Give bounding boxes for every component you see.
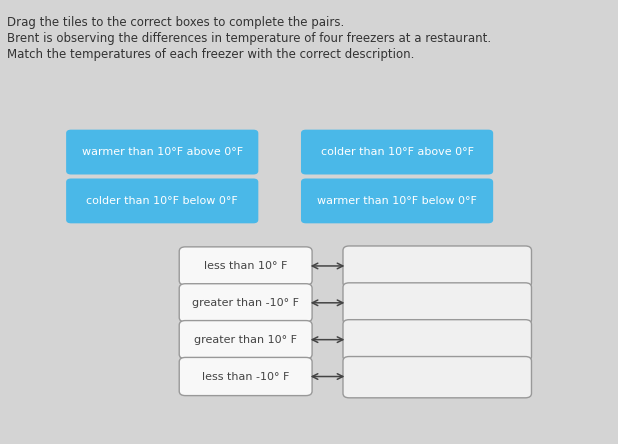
FancyBboxPatch shape	[343, 357, 531, 398]
FancyBboxPatch shape	[179, 247, 312, 285]
FancyBboxPatch shape	[179, 357, 312, 396]
FancyBboxPatch shape	[179, 321, 312, 359]
Text: less than -10° F: less than -10° F	[202, 372, 289, 381]
FancyBboxPatch shape	[343, 320, 531, 361]
Text: Drag the tiles to the correct boxes to complete the pairs.: Drag the tiles to the correct boxes to c…	[7, 16, 345, 29]
Text: Match the temperatures of each freezer with the correct description.: Match the temperatures of each freezer w…	[7, 48, 415, 61]
FancyBboxPatch shape	[343, 246, 531, 287]
FancyBboxPatch shape	[301, 178, 493, 223]
FancyBboxPatch shape	[66, 178, 258, 223]
Text: colder than 10°F above 0°F: colder than 10°F above 0°F	[321, 147, 473, 157]
Text: colder than 10°F below 0°F: colder than 10°F below 0°F	[87, 196, 238, 206]
Text: greater than 10° F: greater than 10° F	[194, 335, 297, 345]
FancyBboxPatch shape	[66, 130, 258, 174]
FancyBboxPatch shape	[179, 284, 312, 322]
Text: greater than -10° F: greater than -10° F	[192, 298, 299, 308]
FancyBboxPatch shape	[343, 283, 531, 324]
Text: warmer than 10°F above 0°F: warmer than 10°F above 0°F	[82, 147, 243, 157]
Text: less than 10° F: less than 10° F	[204, 261, 287, 271]
Text: Brent is observing the differences in temperature of four freezers at a restaura: Brent is observing the differences in te…	[7, 32, 491, 45]
FancyBboxPatch shape	[301, 130, 493, 174]
Text: warmer than 10°F below 0°F: warmer than 10°F below 0°F	[317, 196, 477, 206]
